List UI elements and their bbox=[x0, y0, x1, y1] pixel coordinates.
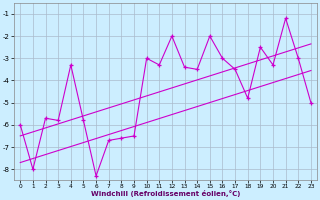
X-axis label: Windchill (Refroidissement éolien,°C): Windchill (Refroidissement éolien,°C) bbox=[91, 190, 240, 197]
